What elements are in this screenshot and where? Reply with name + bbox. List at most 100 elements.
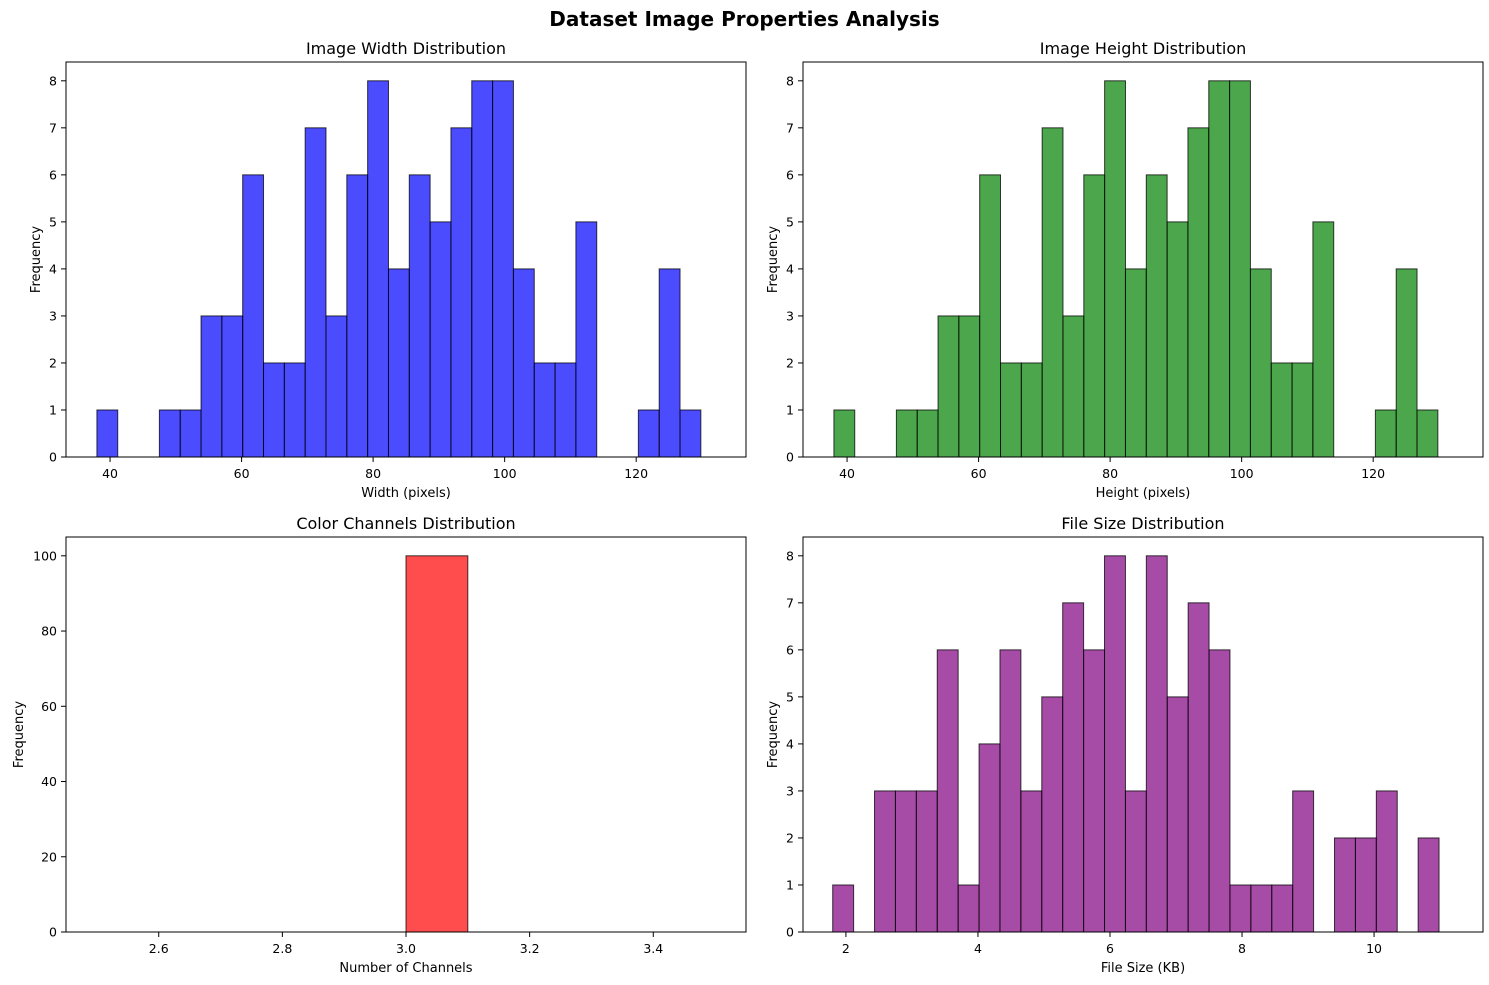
histogram-bar xyxy=(1166,696,1189,933)
y-tick-label: 7 xyxy=(49,120,57,135)
histogram-bar xyxy=(304,127,327,458)
y-tick-label: 0 xyxy=(786,925,794,940)
histogram-bar xyxy=(1187,602,1210,933)
histogram-bar xyxy=(1375,790,1398,933)
y-tick-label: 3 xyxy=(786,308,794,323)
histogram-bar xyxy=(1145,555,1168,933)
histogram-bar xyxy=(999,649,1022,933)
y-tick-label: 2 xyxy=(786,355,794,370)
x-tick-label: 2.8 xyxy=(272,941,292,956)
histogram-bar xyxy=(1416,409,1439,458)
y-tick-label: 5 xyxy=(49,214,57,229)
x-tick-label: 3.4 xyxy=(643,941,663,956)
plot-title: File Size Distribution xyxy=(1061,514,1224,533)
y-tick-label: 0 xyxy=(49,925,57,940)
histogram-bar xyxy=(471,80,494,458)
x-tick-label: 40 xyxy=(102,466,118,481)
histogram-bar xyxy=(916,409,939,458)
histogram-bar xyxy=(1083,649,1106,933)
width-histogram-panel: Image Width Distribution Width (pixels) … xyxy=(29,39,747,501)
height-histogram-panel: Image Height Distribution Height (pixels… xyxy=(766,39,1484,501)
histogram-bar xyxy=(1395,268,1418,458)
histogram-bar xyxy=(96,409,119,458)
histogram-bar xyxy=(450,127,473,458)
figure-title: Dataset Image Properties Analysis xyxy=(549,7,939,31)
histogram-bar xyxy=(1000,362,1022,458)
y-tick-label: 5 xyxy=(786,214,794,229)
histogram-bar xyxy=(1271,884,1294,933)
y-tick-label: 3 xyxy=(786,783,794,798)
x-tick-label: 100 xyxy=(493,466,517,481)
y-tick-label: 40 xyxy=(41,774,57,789)
x-tick-label: 60 xyxy=(971,466,987,481)
axes-frame xyxy=(802,536,1484,933)
histogram-bar xyxy=(1166,221,1189,458)
histogram-bar xyxy=(1062,602,1085,933)
histogram-bar xyxy=(346,174,369,458)
y-tick-label: 100 xyxy=(33,548,57,563)
x-axis-label: Height (pixels) xyxy=(1096,486,1191,501)
axes-frame xyxy=(802,61,1484,458)
x-tick-label: 8 xyxy=(1238,941,1246,956)
y-tick-label: 3 xyxy=(49,308,57,323)
y-tick-label: 6 xyxy=(786,167,794,182)
histogram-bar xyxy=(1291,362,1314,458)
y-tick-label: 0 xyxy=(786,450,794,465)
x-tick-label: 2.6 xyxy=(149,941,169,956)
x-tick-label: 60 xyxy=(234,466,250,481)
y-tick-label: 6 xyxy=(49,167,57,182)
histogram-bar xyxy=(325,315,348,458)
histogram-bar xyxy=(512,268,535,458)
plot-title: Image Height Distribution xyxy=(1040,39,1247,58)
histogram-bar xyxy=(575,221,598,458)
y-tick-label: 6 xyxy=(786,642,794,657)
y-tick-label: 80 xyxy=(41,624,57,639)
histogram-bar xyxy=(936,649,959,933)
y-tick-label: 2 xyxy=(49,355,57,370)
y-tick-label: 60 xyxy=(41,699,57,714)
plot-title: Color Channels Distribution xyxy=(296,514,515,533)
y-tick-label: 8 xyxy=(786,73,794,88)
histogram-bar xyxy=(978,743,1001,933)
histogram-bar xyxy=(1041,696,1064,933)
histogram-bar xyxy=(408,174,431,458)
y-tick-label: 0 xyxy=(49,450,57,465)
histogram-bar xyxy=(1229,80,1251,458)
histogram-bar xyxy=(637,409,660,458)
y-tick-label: 8 xyxy=(786,548,794,563)
histogram-bar xyxy=(1249,268,1272,458)
histogram-bar xyxy=(492,80,514,458)
histogram-bar xyxy=(833,409,856,458)
histogram-bar xyxy=(158,409,181,458)
x-tick-label: 6 xyxy=(1106,941,1114,956)
histogram-bar xyxy=(283,362,306,458)
axes-frame xyxy=(65,61,747,458)
histogram-bar xyxy=(915,790,938,933)
x-tick-label: 120 xyxy=(1361,466,1385,481)
histogram-bar xyxy=(1020,362,1043,458)
histogram-bar xyxy=(429,221,452,458)
histogram-bar xyxy=(1104,555,1126,933)
histogram-bar xyxy=(1083,174,1106,458)
histogram-bar xyxy=(894,790,917,933)
y-tick-label: 1 xyxy=(49,402,57,417)
histogram-bar xyxy=(1250,884,1273,933)
histogram-bar xyxy=(554,362,577,458)
histogram-bar xyxy=(1020,790,1043,933)
histogram-bar xyxy=(658,268,681,458)
histogram-bar xyxy=(1145,174,1168,458)
x-tick-label: 3.2 xyxy=(520,941,540,956)
histogram-bar xyxy=(679,409,702,458)
histogram-bar xyxy=(1334,837,1356,933)
channels-histogram-panel: Color Channels Distribution Number of Ch… xyxy=(12,514,747,976)
y-axis-label: Frequency xyxy=(766,226,781,293)
y-tick-label: 4 xyxy=(786,261,794,276)
histogram-bar xyxy=(1208,649,1231,933)
histogram-bar xyxy=(1124,268,1147,458)
x-tick-label: 80 xyxy=(1102,466,1118,481)
histogram-bar xyxy=(1062,315,1085,458)
histogram-bar xyxy=(242,174,265,458)
x-tick-label: 100 xyxy=(1230,466,1254,481)
histogram-bar xyxy=(1374,409,1397,458)
